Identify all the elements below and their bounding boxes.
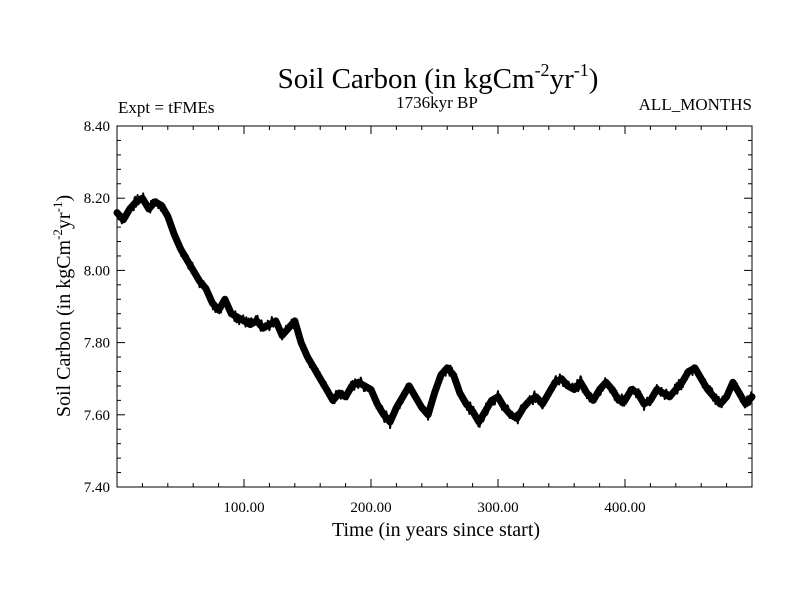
x-tick-label: 100.00 — [223, 500, 264, 516]
x-axis: 100.00 200.00 300.00 400.00 — [223, 126, 646, 516]
y-axis: 7.40 7.60 7.80 8.00 8.20 8.40 — [84, 119, 752, 496]
y-tick-label: 7.40 — [84, 480, 110, 496]
period-label: 1736kyr BP — [396, 93, 478, 112]
y-axis-label: Soil Carbon (in kgCm-2yr-1) — [50, 195, 75, 417]
experiment-label: Expt = tFMEs — [118, 98, 215, 117]
chart-title: Soil Carbon (in kgCm-2yr-1) — [278, 60, 599, 95]
plot-frame — [116, 125, 753, 488]
y-tick-label: 8.00 — [84, 263, 110, 279]
minor-ticks — [117, 126, 752, 487]
y-tick-label: 8.20 — [84, 191, 110, 207]
y-tick-label: 8.40 — [84, 119, 110, 135]
x-tick-label: 400.00 — [604, 500, 645, 516]
y-tick-label: 7.60 — [84, 408, 110, 424]
x-tick-label: 300.00 — [477, 500, 518, 516]
x-tick-label: 200.00 — [350, 500, 391, 516]
series-noise — [116, 192, 753, 430]
series-layer — [113, 192, 756, 430]
x-axis-label: Time (in years since start) — [332, 519, 540, 541]
months-label: ALL_MONTHS — [639, 95, 752, 114]
y-tick-label: 7.80 — [84, 336, 110, 352]
